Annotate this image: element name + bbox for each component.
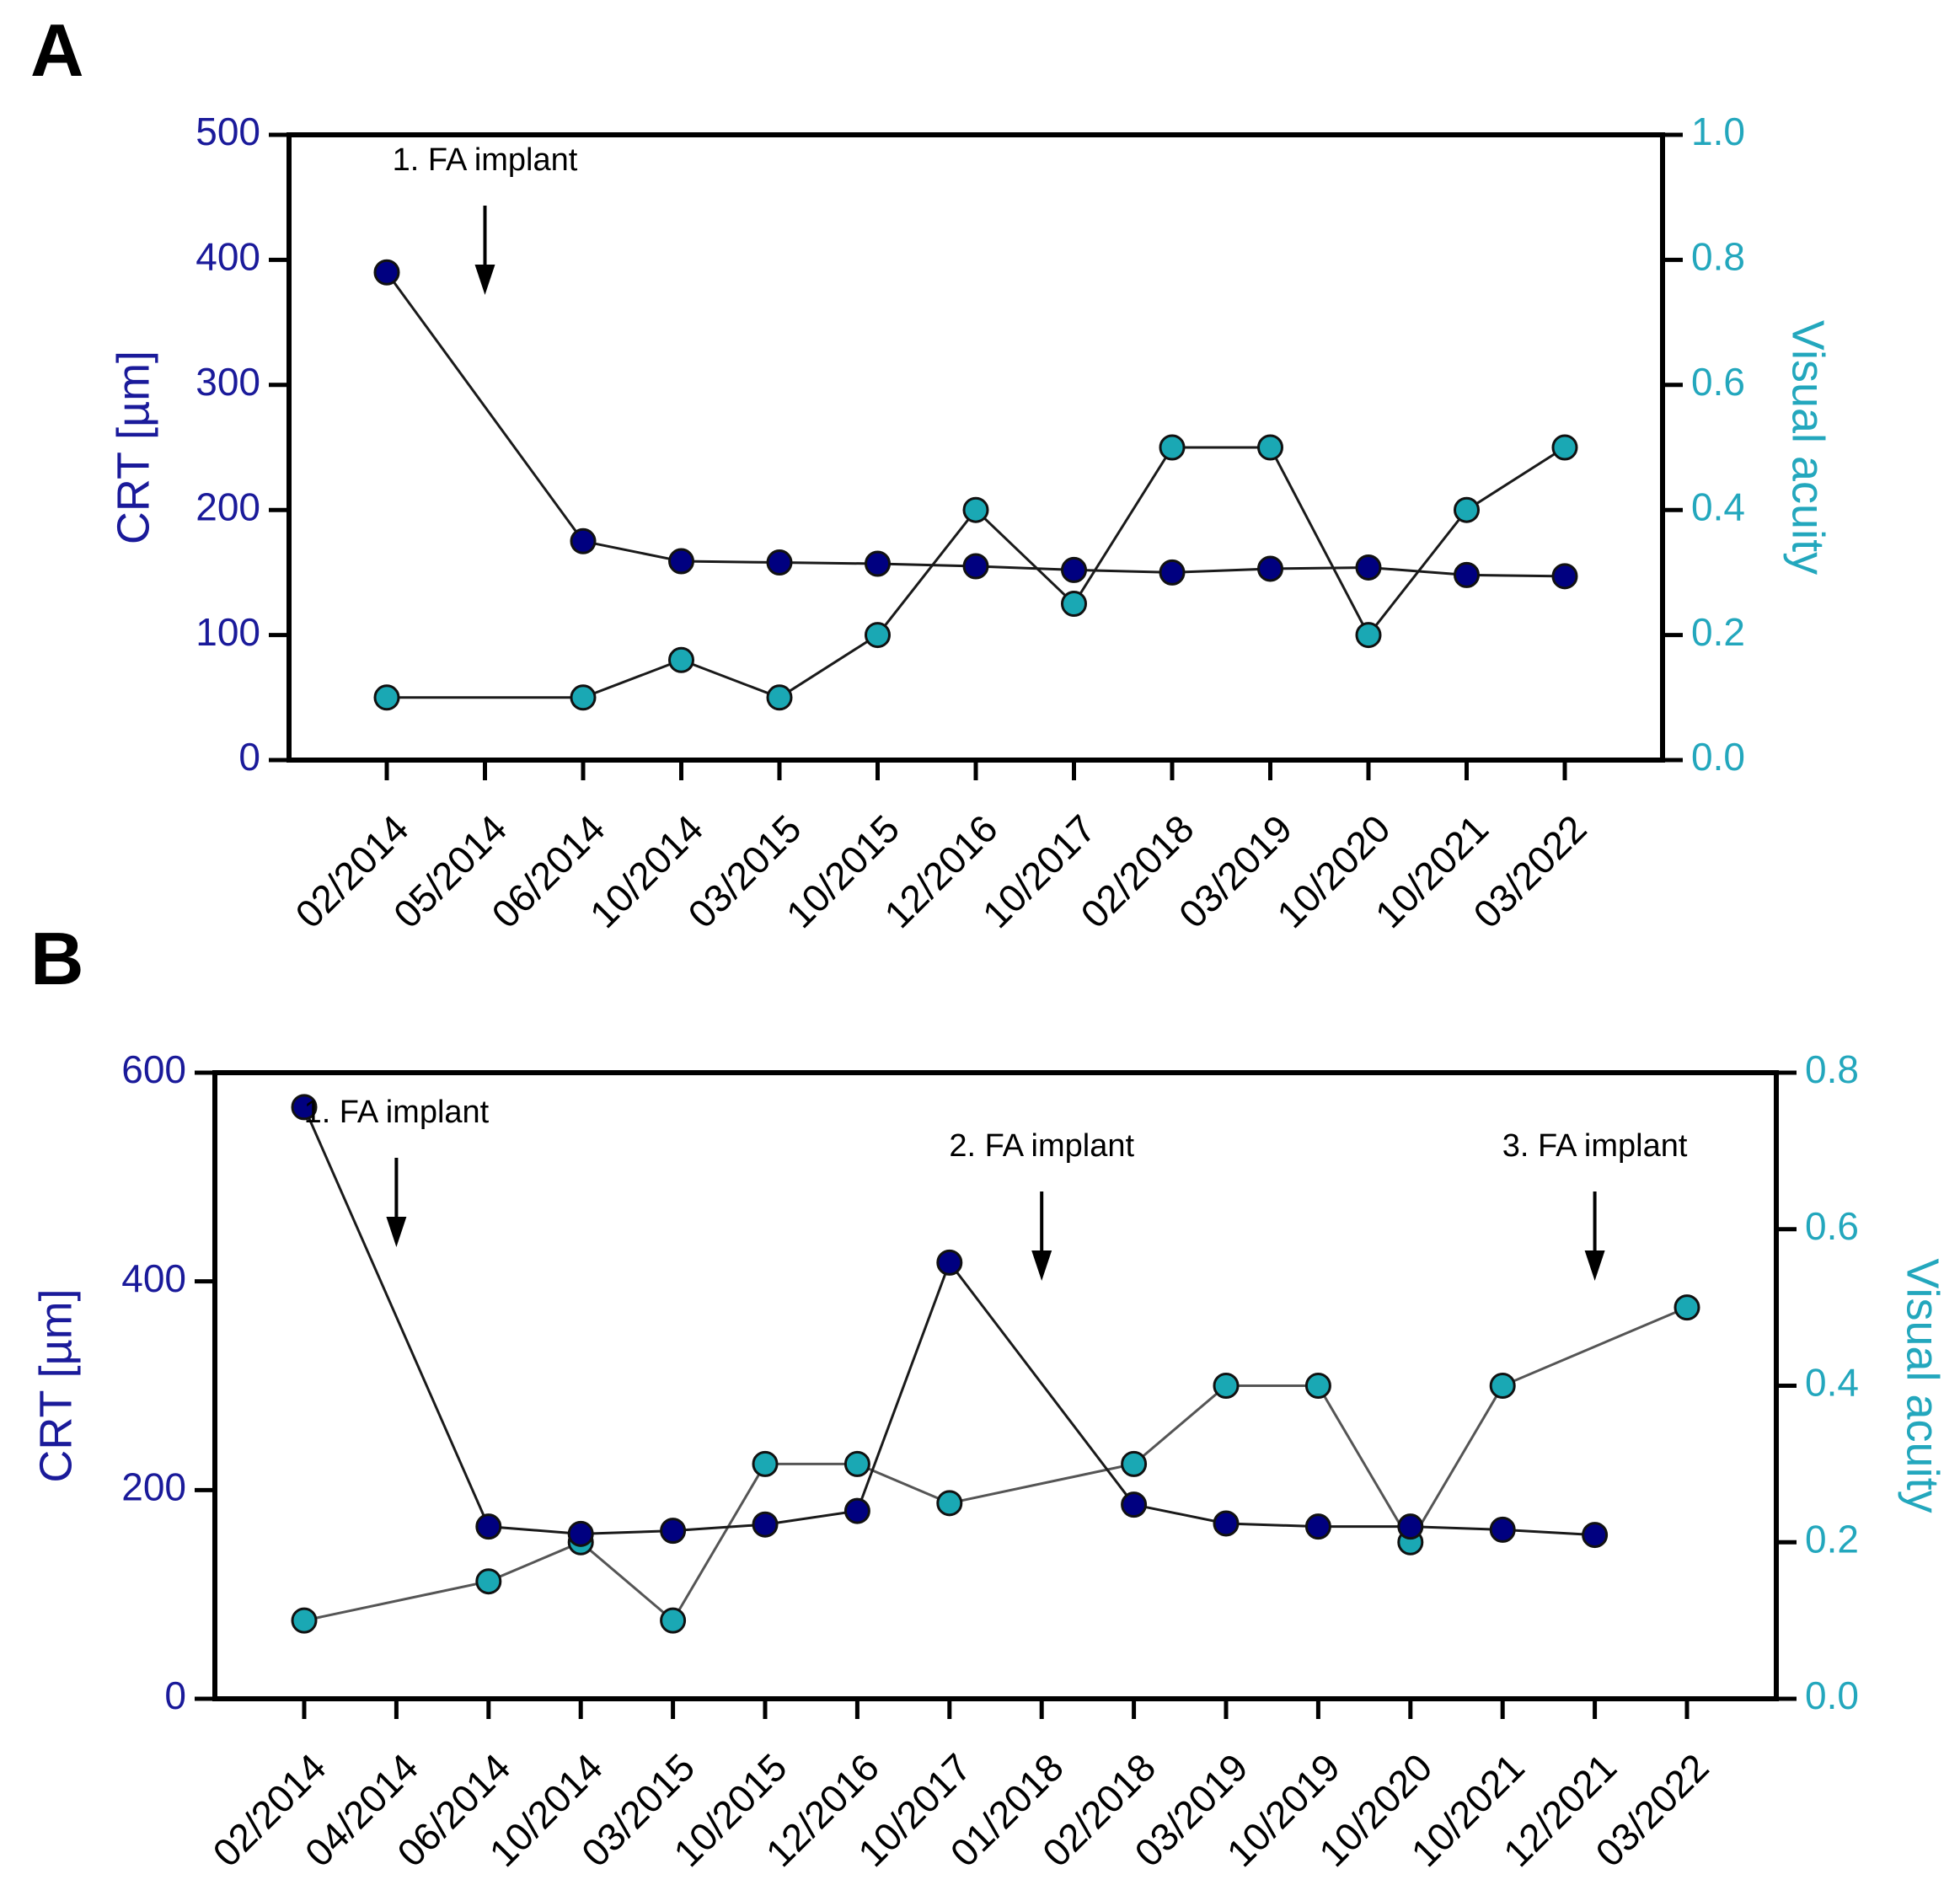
va-data-point xyxy=(1454,496,1480,523)
right-tick-label: 0.2 xyxy=(1691,610,1745,654)
crt-data-point xyxy=(1454,561,1480,588)
crt-data-point xyxy=(962,553,989,580)
va-data-point xyxy=(668,646,694,673)
crt-data-point xyxy=(668,548,694,575)
va-series-line xyxy=(303,1306,1688,1623)
va-data-point xyxy=(1213,1373,1240,1399)
left-tick-label: 500 xyxy=(195,110,260,153)
crt-data-point xyxy=(1582,1522,1609,1549)
va-data-point xyxy=(865,622,891,649)
left-tick-label: 200 xyxy=(195,485,260,528)
right-axis-title: Visual acuity xyxy=(1783,320,1834,575)
va-data-point xyxy=(475,1568,502,1595)
crt-data-point xyxy=(1257,555,1283,582)
crt-data-point xyxy=(766,549,793,576)
crt-data-point xyxy=(373,259,400,286)
fa-implant-annotation: 2. FA implant xyxy=(949,1128,1134,1164)
va-data-point xyxy=(570,684,597,711)
crt-data-point xyxy=(567,1520,594,1547)
crt-data-point xyxy=(1061,556,1087,583)
right-tick-label: 0.8 xyxy=(1691,235,1745,279)
plot-frame xyxy=(212,1070,1779,1701)
down-arrow-head-icon xyxy=(1031,1250,1052,1281)
va-data-point xyxy=(1673,1294,1700,1321)
va-data-point xyxy=(936,1490,963,1517)
crt-data-point xyxy=(936,1249,963,1276)
crt-data-point xyxy=(752,1511,779,1538)
down-arrow-head-icon xyxy=(474,265,495,295)
right-tick-label: 0.0 xyxy=(1805,1673,1859,1717)
right-tick-label: 0.2 xyxy=(1805,1517,1859,1561)
va-data-point xyxy=(1257,434,1283,461)
right-tick-label: 0.4 xyxy=(1691,485,1745,528)
crt-data-point xyxy=(1213,1510,1240,1537)
left-tick-label: 0 xyxy=(164,1673,186,1717)
va-data-point xyxy=(843,1450,870,1477)
down-arrow-head-icon xyxy=(1584,1250,1605,1281)
crt-data-point xyxy=(1304,1513,1331,1540)
crt-data-point xyxy=(1397,1513,1424,1540)
left-tick-label: 600 xyxy=(121,1047,186,1091)
right-tick-label: 0.4 xyxy=(1805,1361,1859,1405)
crt-data-point xyxy=(865,550,891,577)
left-tick-label: 400 xyxy=(121,1256,186,1300)
right-tick-label: 1.0 xyxy=(1691,110,1745,153)
left-axis-title: CRT [µm] xyxy=(108,351,158,544)
va-data-point xyxy=(1355,622,1382,649)
va-data-point xyxy=(373,684,400,711)
va-data-point xyxy=(1551,434,1578,461)
right-axis-title: Visual acuity xyxy=(1898,1258,1948,1513)
panel-b-letter: B xyxy=(30,917,84,1000)
va-data-point xyxy=(766,684,793,711)
va-data-point xyxy=(962,496,989,523)
va-data-point xyxy=(660,1607,687,1634)
va-data-point xyxy=(1121,1450,1148,1477)
crt-data-point xyxy=(1121,1491,1148,1518)
crt-data-point xyxy=(570,527,597,554)
crt-series-line xyxy=(303,1106,1595,1537)
crt-data-point xyxy=(1355,554,1382,581)
left-tick-label: 300 xyxy=(195,360,260,404)
panel-a-letter: A xyxy=(30,8,84,92)
va-data-point xyxy=(1489,1373,1516,1399)
panel-b-chart: 0 200 400 600 0.0 0.2 0.4 0.6 0.8 CRT [µm] Visual … xyxy=(30,1047,1947,1875)
crt-data-point xyxy=(1551,563,1578,590)
va-series-line xyxy=(387,446,1566,699)
va-data-point xyxy=(1304,1373,1331,1399)
va-data-point xyxy=(1061,591,1087,617)
down-arrow-head-icon xyxy=(386,1217,407,1247)
crt-data-point xyxy=(1159,559,1186,586)
right-tick-label: 0.6 xyxy=(1691,360,1745,404)
right-tick-label: 0.8 xyxy=(1805,1047,1859,1091)
crt-data-point xyxy=(291,1094,318,1121)
left-tick-label: 0 xyxy=(238,735,260,779)
crt-series-line xyxy=(385,271,1566,578)
plot-frame xyxy=(287,132,1665,763)
fa-implant-annotation: 1. FA implant xyxy=(393,142,578,178)
va-data-point xyxy=(291,1607,318,1634)
panel-a-chart: 0 100 200 300 400 500 0.0 0.2 0.4 0.6 0.8 1.0 CRT [µ… xyxy=(108,110,1833,936)
left-axis-title: CRT [µm] xyxy=(30,1288,81,1482)
left-tick-label: 200 xyxy=(121,1465,186,1508)
va-data-point xyxy=(1159,434,1186,461)
crt-data-point xyxy=(475,1513,502,1540)
right-tick-label: 0.6 xyxy=(1805,1204,1859,1248)
left-tick-label: 100 xyxy=(195,610,260,654)
crt-data-point xyxy=(1489,1516,1516,1543)
va-data-point xyxy=(752,1450,779,1477)
fa-implant-annotation: 1. FA implant xyxy=(304,1095,490,1130)
right-tick-label: 0.0 xyxy=(1691,735,1745,779)
fa-implant-annotation: 3. FA implant xyxy=(1502,1128,1688,1164)
crt-data-point xyxy=(660,1518,687,1545)
left-tick-label: 400 xyxy=(195,235,260,279)
crt-data-point xyxy=(843,1497,870,1524)
